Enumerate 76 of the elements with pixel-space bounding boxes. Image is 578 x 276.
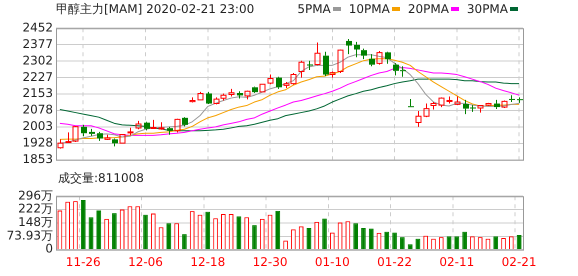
candlestick [494,99,500,110]
y-tick-label: 2078 [22,102,53,116]
x-tick-label: 12-06 [128,254,163,269]
x-tick-label: 11-26 [66,254,101,269]
candlestick [408,98,414,108]
x-tick-label: 01-22 [377,254,412,269]
candlestick [81,124,87,137]
candlestick [369,54,375,67]
bar [462,232,467,250]
x-tick-label: 12-18 [190,254,226,269]
bar [493,236,498,250]
candlestick [237,90,243,100]
y-tick-label: 1853 [22,152,53,166]
bar [368,228,374,250]
y-tick-label: 2302 [22,53,53,68]
candlestick [252,87,258,94]
bar [446,236,452,250]
candlestick [346,38,352,55]
bar [112,213,117,250]
bar [205,212,210,250]
candlestick [298,60,304,78]
bar [236,216,242,250]
legend-label: 10PMA [348,2,390,16]
candlestick [182,118,188,127]
bar [88,217,94,250]
bar [392,232,397,250]
y-tick-label: 0 [45,242,53,256]
candlestick [206,91,212,104]
legend-label: 20PMA [408,2,449,16]
candlestick [416,110,422,128]
x-tick-label: 01-10 [314,254,350,269]
candlestick [354,41,360,58]
candlestick [112,138,118,147]
y-tick-label: 2153 [22,86,53,100]
bar [454,236,460,250]
y-tick-label: 222万 [18,202,53,216]
bar [353,223,358,250]
y-tick-label: 2377 [22,36,53,51]
candlestick [314,42,320,66]
bar [516,234,522,250]
bar [361,228,366,250]
x-tick-label: 02-11 [439,254,474,269]
y-tick-label: 1928 [22,135,53,150]
legend-label: 5PMA [297,2,331,16]
chart-title: 成交量:811008 [58,170,144,186]
bar [400,237,405,250]
x-tick-label: 12-30 [252,254,288,269]
bar [384,232,390,250]
candlestick [167,126,173,136]
y-tick-label: 2452 [22,20,53,34]
legend-label: 30PMA [466,2,508,16]
bar [96,210,102,250]
candlestick [323,51,329,77]
candlestick [385,52,391,64]
candlestick [97,131,103,142]
candlestick [89,128,95,136]
candlestick [509,94,515,103]
y-tick-label: 296万 [18,188,53,202]
y-tick-label: 2003 [22,118,53,133]
y-tick-label: 2227 [22,70,53,84]
bar [275,210,280,250]
bar [322,218,327,250]
chart-title: 甲醇主力[MAM] 2020-02-21 23:00 [56,0,254,18]
candlestick [361,48,367,60]
candlestick [517,96,523,104]
x-tick-label: 02-21 [502,254,537,269]
bar [166,223,172,250]
y-tick-label: 148万 [18,215,53,230]
candlestick [307,60,313,70]
bar [80,200,86,250]
bar [182,234,187,250]
bar [416,238,420,250]
bar [306,228,312,250]
bar [143,214,148,250]
y-tick-label: 73.93万 [6,228,53,242]
bar [252,225,257,250]
